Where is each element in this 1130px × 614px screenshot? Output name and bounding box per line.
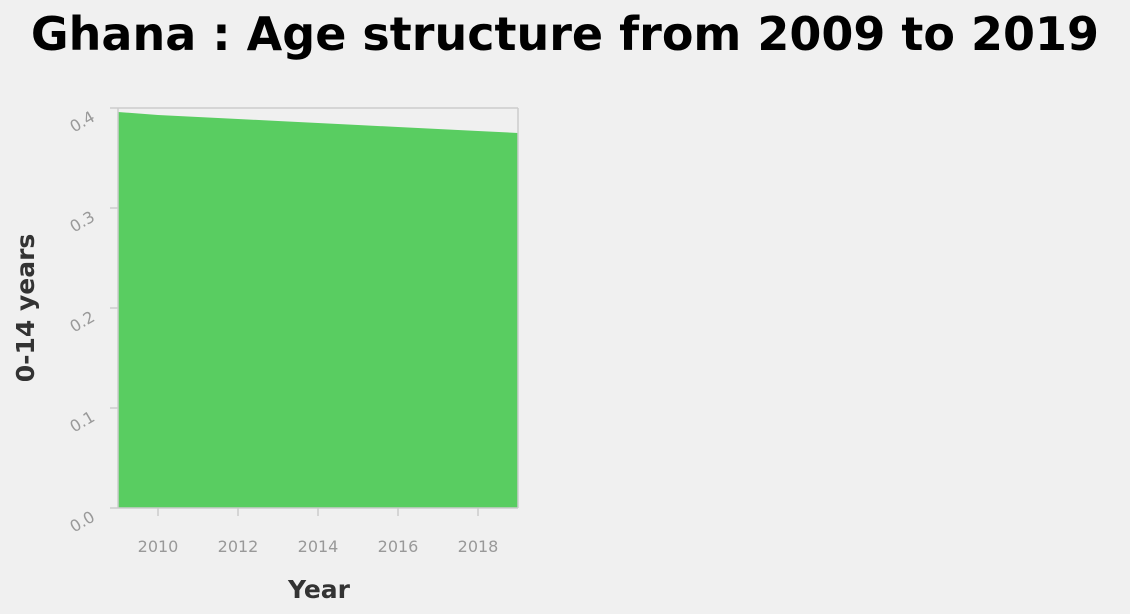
y-axis-label: 0-14 years <box>11 234 40 383</box>
chart-title: Ghana : Age structure from 2009 to 2019 <box>31 7 1099 61</box>
y-tick-label: 0.3 <box>66 207 98 236</box>
y-tick-label: 0.2 <box>66 307 98 336</box>
y-tick-label: 0.0 <box>66 507 98 536</box>
y-tick-label: 0.1 <box>66 407 98 436</box>
x-tick-label: 2018 <box>458 537 499 556</box>
x-tick-label: 2014 <box>298 537 339 556</box>
x-tick-label: 2012 <box>218 537 259 556</box>
y-tick-label: 0.4 <box>66 107 98 136</box>
x-tick-label: 2010 <box>138 537 179 556</box>
plot-area: 2010 2012 2014 2016 2018 0.0 0.1 0.2 0.3 0.4 <box>66 107 519 556</box>
x-axis-label: Year <box>287 575 351 604</box>
x-tick-label: 2016 <box>378 537 419 556</box>
area-series <box>118 112 518 508</box>
